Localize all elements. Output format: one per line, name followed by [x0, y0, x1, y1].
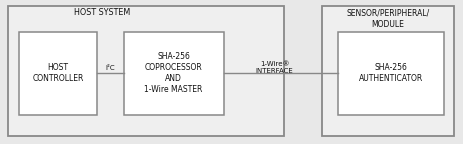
Text: SENSOR/PERIPHERAL/
MODULE: SENSOR/PERIPHERAL/ MODULE	[346, 9, 430, 29]
Text: 1-Wire®
INTERFACE: 1-Wire® INTERFACE	[256, 61, 294, 74]
Bar	[8, 6, 284, 136]
Text: SHA-256
AUTHENTICATOR: SHA-256 AUTHENTICATOR	[359, 63, 423, 83]
Text: SHA-256
COPROCESSOR
AND
1-Wire MASTER: SHA-256 COPROCESSOR AND 1-Wire MASTER	[144, 52, 203, 94]
Bar	[322, 6, 454, 136]
Text: HOST SYSTEM: HOST SYSTEM	[74, 8, 130, 17]
Text: HOST
CONTROLLER: HOST CONTROLLER	[32, 63, 83, 83]
Bar	[19, 32, 97, 115]
Text: I²C: I²C	[106, 65, 115, 71]
Bar	[338, 32, 444, 115]
Bar	[124, 32, 224, 115]
